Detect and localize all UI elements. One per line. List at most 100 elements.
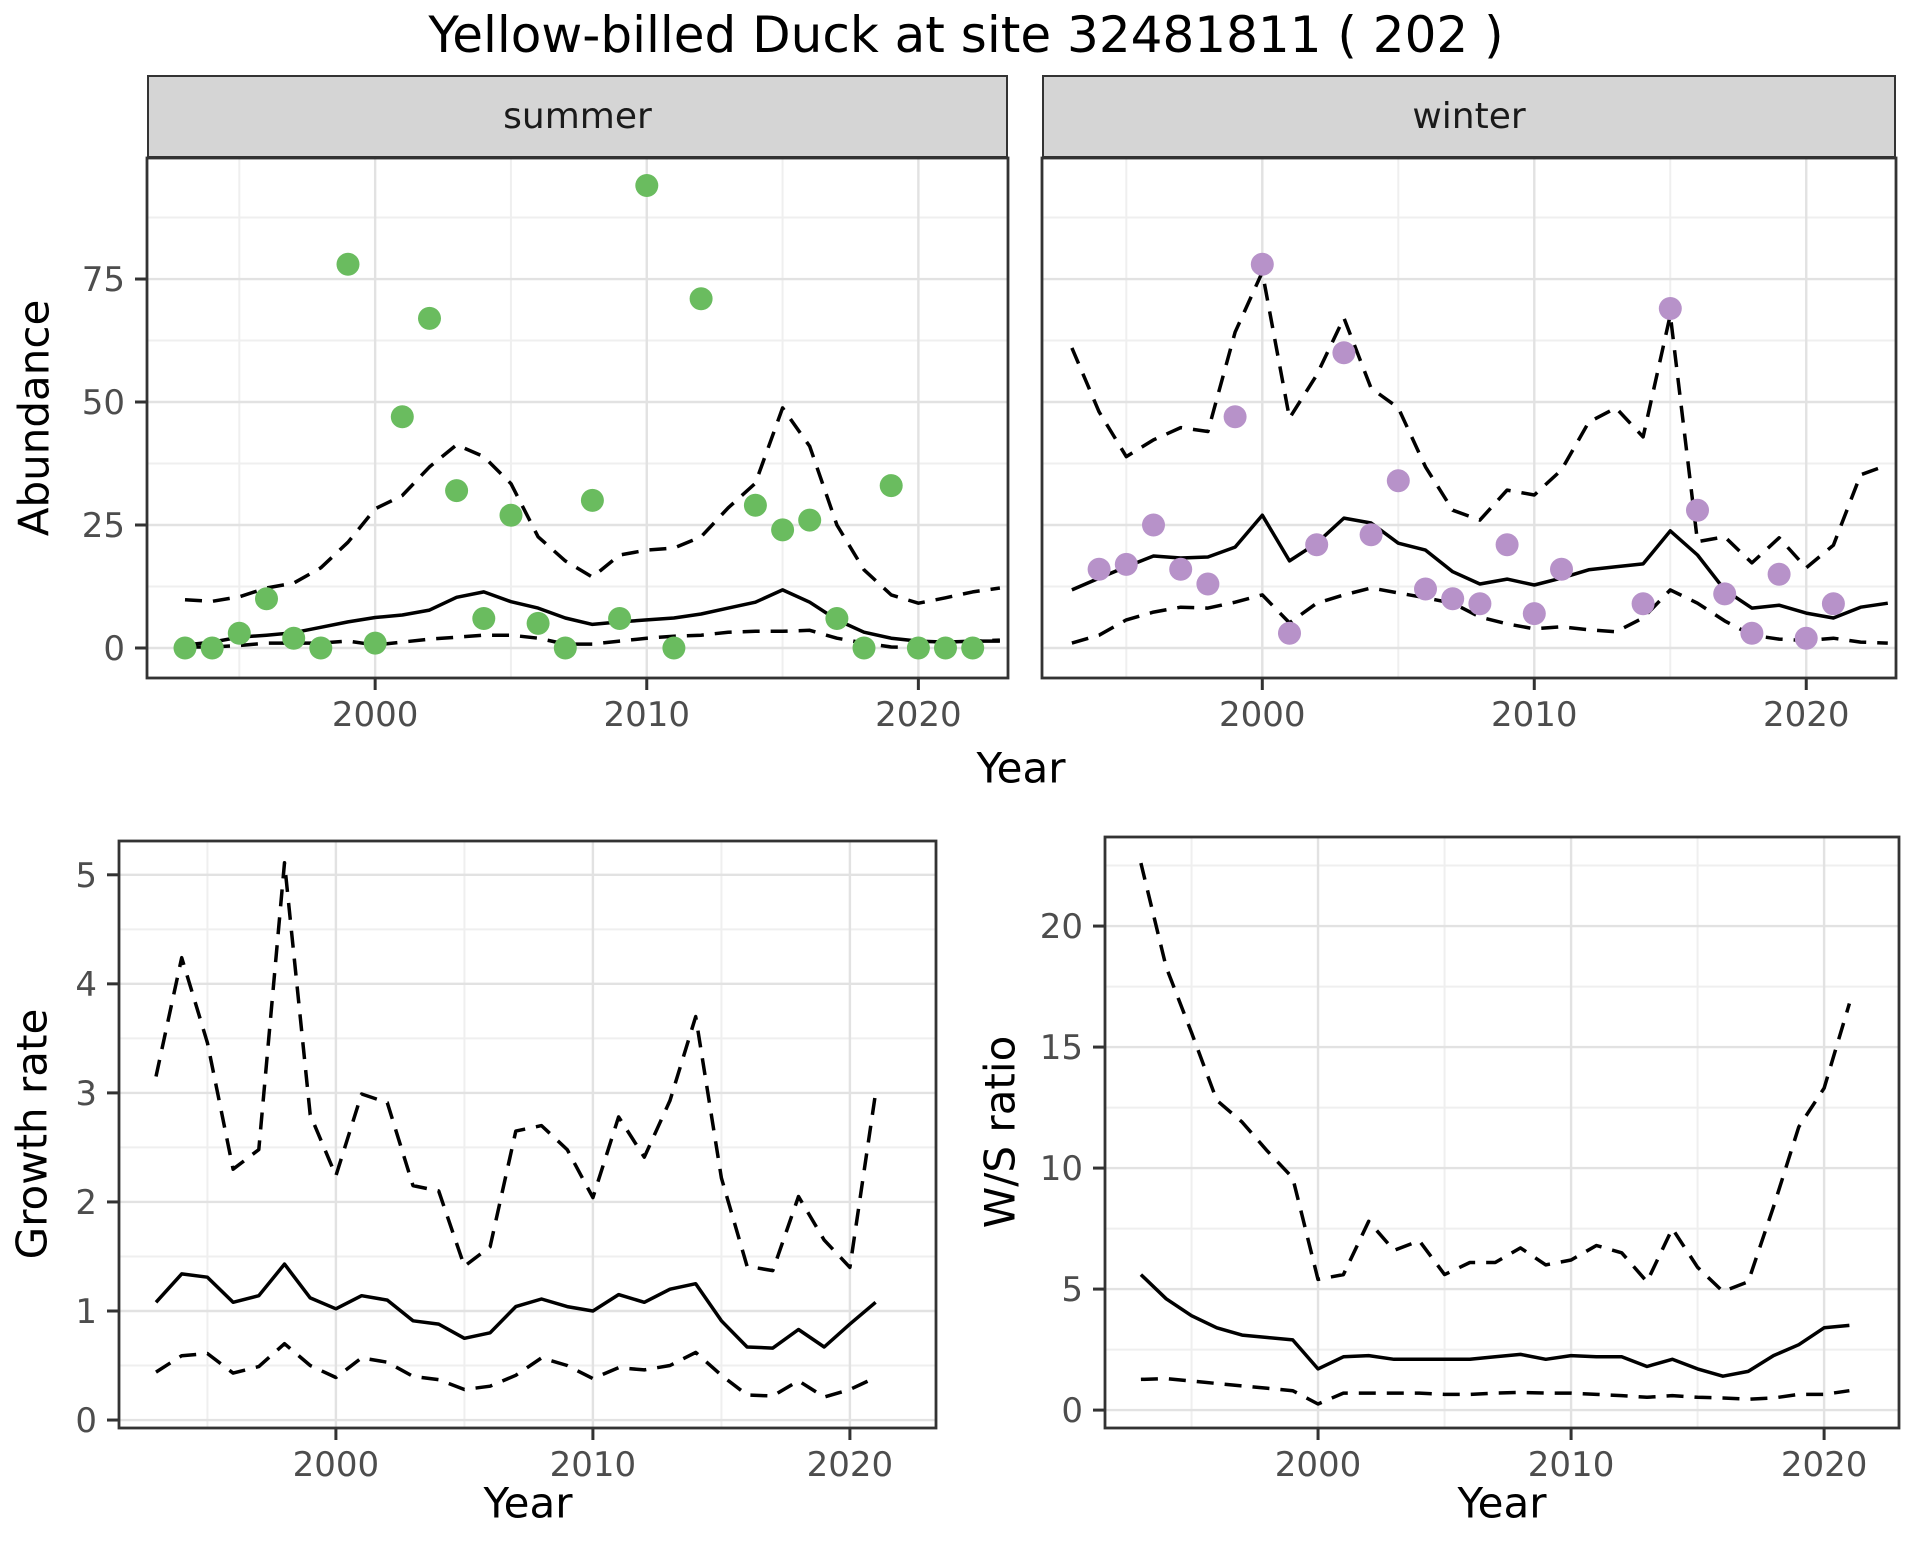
data-point [1250,252,1274,276]
x-tick-label: 2000 [293,1445,380,1485]
facet-strip-summer: summer [147,75,1008,158]
data-point [553,636,577,660]
y-tick-label: 25 [82,506,125,546]
y-tick-label: 10 [1040,1149,1083,1189]
data-point [798,508,822,532]
x-tick-label: 2010 [1491,695,1578,735]
abundance-winter-panel: 2000 2010 2020 [1040,156,1898,735]
y-tick-label: 75 [82,260,125,300]
x-tick-label: 2000 [1275,1445,1362,1485]
data-point [635,174,659,197]
panel-background [1105,837,1899,1428]
y-tick-label: 4 [75,965,97,1005]
y-tick-label: 0 [1061,1391,1083,1431]
series-lines [1139,862,1852,1406]
data-point [173,636,197,660]
data-point [1278,621,1301,645]
data-point [418,306,441,330]
y-tick-label: 0 [75,1401,97,1441]
facet-strip-winter-label: winter [1412,96,1526,137]
data-point [526,611,550,635]
data-point [499,503,523,527]
data-point [227,621,251,645]
data-point [1332,341,1356,365]
median-line [184,588,1000,647]
data-point [771,518,795,542]
data-point [608,607,632,630]
data-point [1522,602,1546,626]
data-point [363,631,387,655]
panel-border [145,156,1010,680]
y-axis-title-growth-rate: Growth rate [7,1008,57,1260]
data-point [825,607,849,630]
y-tick-label: 1 [75,1292,97,1332]
data-point [689,287,713,311]
panel-border [1040,156,1898,680]
data-point [879,474,903,498]
x-tick-label: 2000 [1219,695,1306,735]
data-point [390,405,414,429]
data-point [1713,582,1737,606]
panel-border [1103,835,1901,1430]
observation-points [173,174,985,660]
panel-border [117,839,938,1430]
data-point [1794,626,1818,650]
data-point [1087,557,1111,581]
y-axis-title-abundance: Abundance [9,299,59,537]
panel-background [147,158,1008,678]
data-point [1359,523,1383,547]
data-point [1740,621,1764,645]
data-point [1142,513,1165,537]
x-axis-title-year-bottom-left: Year [483,1478,573,1528]
y-tick-label: 5 [1061,1270,1083,1310]
data-point [1468,592,1492,616]
abundance-summer-panel: 2000 2010 2020 0 25 50 75 [82,156,1010,735]
data-point [1495,533,1519,557]
data-point [1223,405,1247,429]
lower_ci-line [1140,1376,1850,1406]
y-tick-label: 2 [75,1183,97,1223]
median-line [1071,513,1889,620]
gridlines [1042,158,1896,678]
growth-rate-panel: 2000 2010 2020 0 1 2 3 4 5 [75,839,938,1485]
data-point [282,626,306,650]
data-point [1196,572,1220,596]
lower_ci-line [155,1341,877,1399]
data-point [1386,469,1410,493]
observation-points [1087,252,1845,650]
data-point [1686,498,1709,522]
x-tick-label: 2010 [603,695,690,735]
y-tick-label: 3 [75,1074,97,1114]
x-tick-label: 2020 [1781,1445,1868,1485]
median-line [154,1262,877,1350]
x-tick-label: 2010 [1528,1445,1615,1485]
series-lines [154,861,878,1399]
x-tick-label: 2000 [332,695,419,735]
x-tick-label: 2020 [807,1445,894,1485]
x-axis-title-year-bottom-right: Year [1457,1478,1547,1528]
median-line [1139,1273,1850,1378]
y-tick-label: 0 [103,629,125,669]
ws-ratio-panel: 2000 2010 2020 0 5 10 15 20 [1040,835,1901,1485]
data-point [906,636,930,660]
x-axis-title-year-top: Year [976,743,1066,793]
data-point [445,479,469,503]
data-point [1767,562,1791,586]
axis-ticks: 2000 2010 2020 0 5 10 15 20 [1040,907,1868,1485]
y-tick-label: 5 [75,856,97,896]
data-point [1821,592,1845,616]
upper_ci-line [184,406,1001,605]
data-point [1114,552,1138,576]
upper_ci-line [154,861,878,1273]
axis-ticks: 2000 2010 2020 [1219,678,1850,735]
data-point [1414,577,1437,601]
axis-ticks: 2000 2010 2020 0 1 2 3 4 5 [75,856,893,1485]
data-point [934,636,957,660]
data-point [1658,297,1682,320]
data-point [743,493,767,517]
data-point [1305,533,1329,557]
data-point [1550,557,1573,581]
x-tick-label: 2010 [550,1445,637,1485]
